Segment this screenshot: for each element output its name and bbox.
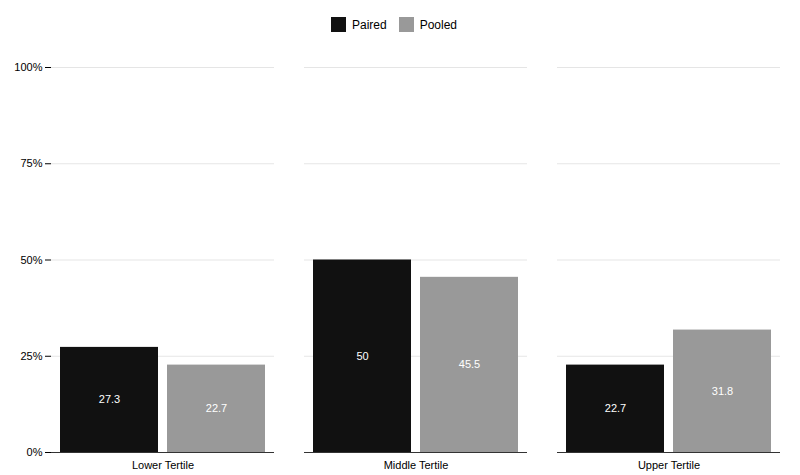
svg-text:25%: 25% [20, 350, 42, 362]
html-text:Pooled: Pooled [419, 17, 457, 32]
svg-text:Lower Tertile: Lower Tertile [132, 459, 194, 471]
svg-text:Middle Tertile: Middle Tertile [384, 459, 449, 471]
svg-text:50: 50 [356, 350, 368, 362]
svg-text:Upper Tertile: Upper Tertile [638, 459, 700, 471]
svg-text:0%: 0% [27, 446, 43, 458]
svg-text:31.8: 31.8 [712, 385, 733, 397]
svg-text:27.3: 27.3 [99, 393, 120, 405]
svg-text:75%: 75% [20, 157, 42, 169]
svg-text:100%: 100% [14, 61, 42, 73]
svg-text:22.7: 22.7 [206, 402, 227, 414]
html-text:Paired: Paired [352, 17, 387, 32]
svg-text:45.5: 45.5 [459, 358, 480, 370]
svg-text:50%: 50% [20, 254, 42, 266]
svg-text:22.7: 22.7 [605, 402, 626, 414]
